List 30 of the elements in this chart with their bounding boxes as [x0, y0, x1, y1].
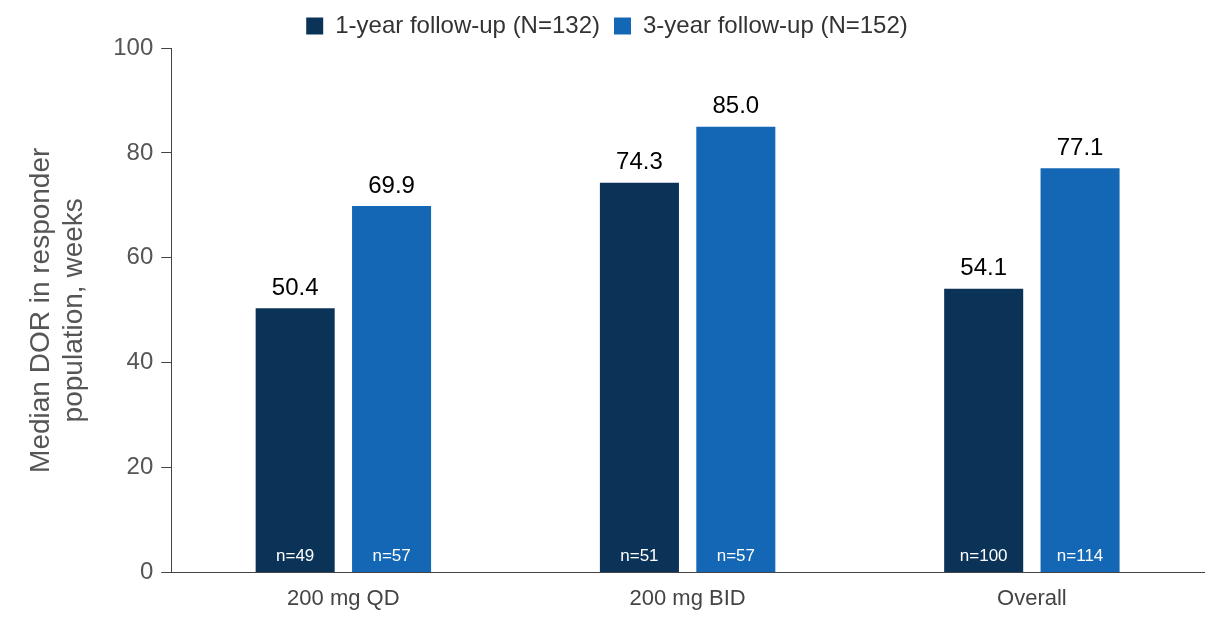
annotation: n=57: [716, 545, 755, 565]
bar: [255, 308, 335, 573]
y-axis-title: Median DOR in responder population, weeks: [23, 147, 89, 473]
data-label: 74.3: [616, 147, 663, 175]
data-label: 54.1: [960, 253, 1008, 281]
bar: [352, 205, 432, 573]
annotation: n=114: [1056, 545, 1104, 565]
bar: [1040, 168, 1120, 573]
bar: [599, 182, 679, 573]
y-tick-label: 80: [126, 137, 154, 165]
data-label: 85.0: [712, 91, 760, 119]
y-tick-label: 60: [126, 242, 154, 270]
annotation: n=100: [959, 545, 1008, 565]
annotation: n=57: [372, 545, 411, 565]
x-tick-label: 200 mg BID: [629, 584, 746, 610]
data-label: 77.1: [1056, 132, 1104, 160]
bar: [696, 126, 776, 573]
y-tick-label: 0: [139, 557, 154, 585]
y-tick-label: 20: [126, 452, 154, 480]
y-tick-label: 100: [113, 32, 154, 60]
y-tick-label: 40: [126, 347, 154, 375]
legend-label: 3-year follow-up (N=152): [643, 10, 908, 38]
data-label: 69.9: [368, 170, 415, 198]
bar: [944, 288, 1024, 573]
x-tick-label: Overall: [997, 584, 1067, 610]
legend-label: 1-year follow-up (N=132): [335, 10, 601, 38]
annotation: n=49: [276, 545, 315, 565]
x-tick-label: 200 mg QD: [287, 584, 400, 610]
annotation: n=51: [620, 545, 659, 565]
data-label: 50.4: [271, 272, 319, 300]
